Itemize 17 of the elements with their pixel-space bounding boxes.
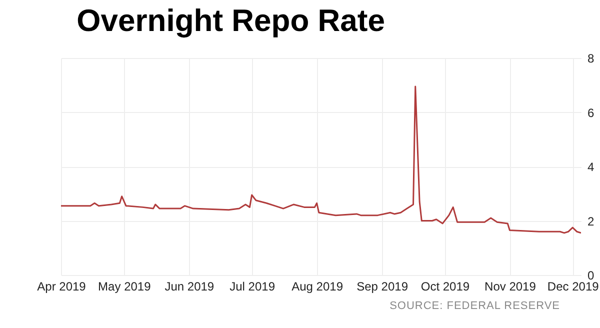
x-tick-label: Apr 2019 [37, 280, 86, 294]
y-tick-label: 2 [588, 214, 594, 228]
x-tick-label: Jun 2019 [164, 280, 214, 294]
x-tick-label: Nov 2019 [484, 280, 536, 294]
x-tick-label: Aug 2019 [292, 280, 344, 294]
y-tick-label: 6 [588, 106, 594, 120]
x-tick-label: May 2019 [98, 280, 152, 294]
x-tick-label: Oct 2019 [420, 280, 470, 294]
chart-title: Overnight Repo Rate [76, 3, 385, 38]
x-tick-label: Jul 2019 [230, 280, 276, 294]
source-note: SOURCE: FEDERAL RESERVE [390, 300, 560, 312]
x-tick-label: Sep 2019 [356, 280, 408, 294]
y-tick-label: 0 [588, 268, 594, 282]
y-tick-label: 8 [588, 52, 594, 66]
y-tick-label: 4 [588, 160, 594, 174]
line-series [61, 86, 581, 234]
x-tick-label: Dec 2019 [547, 280, 600, 294]
